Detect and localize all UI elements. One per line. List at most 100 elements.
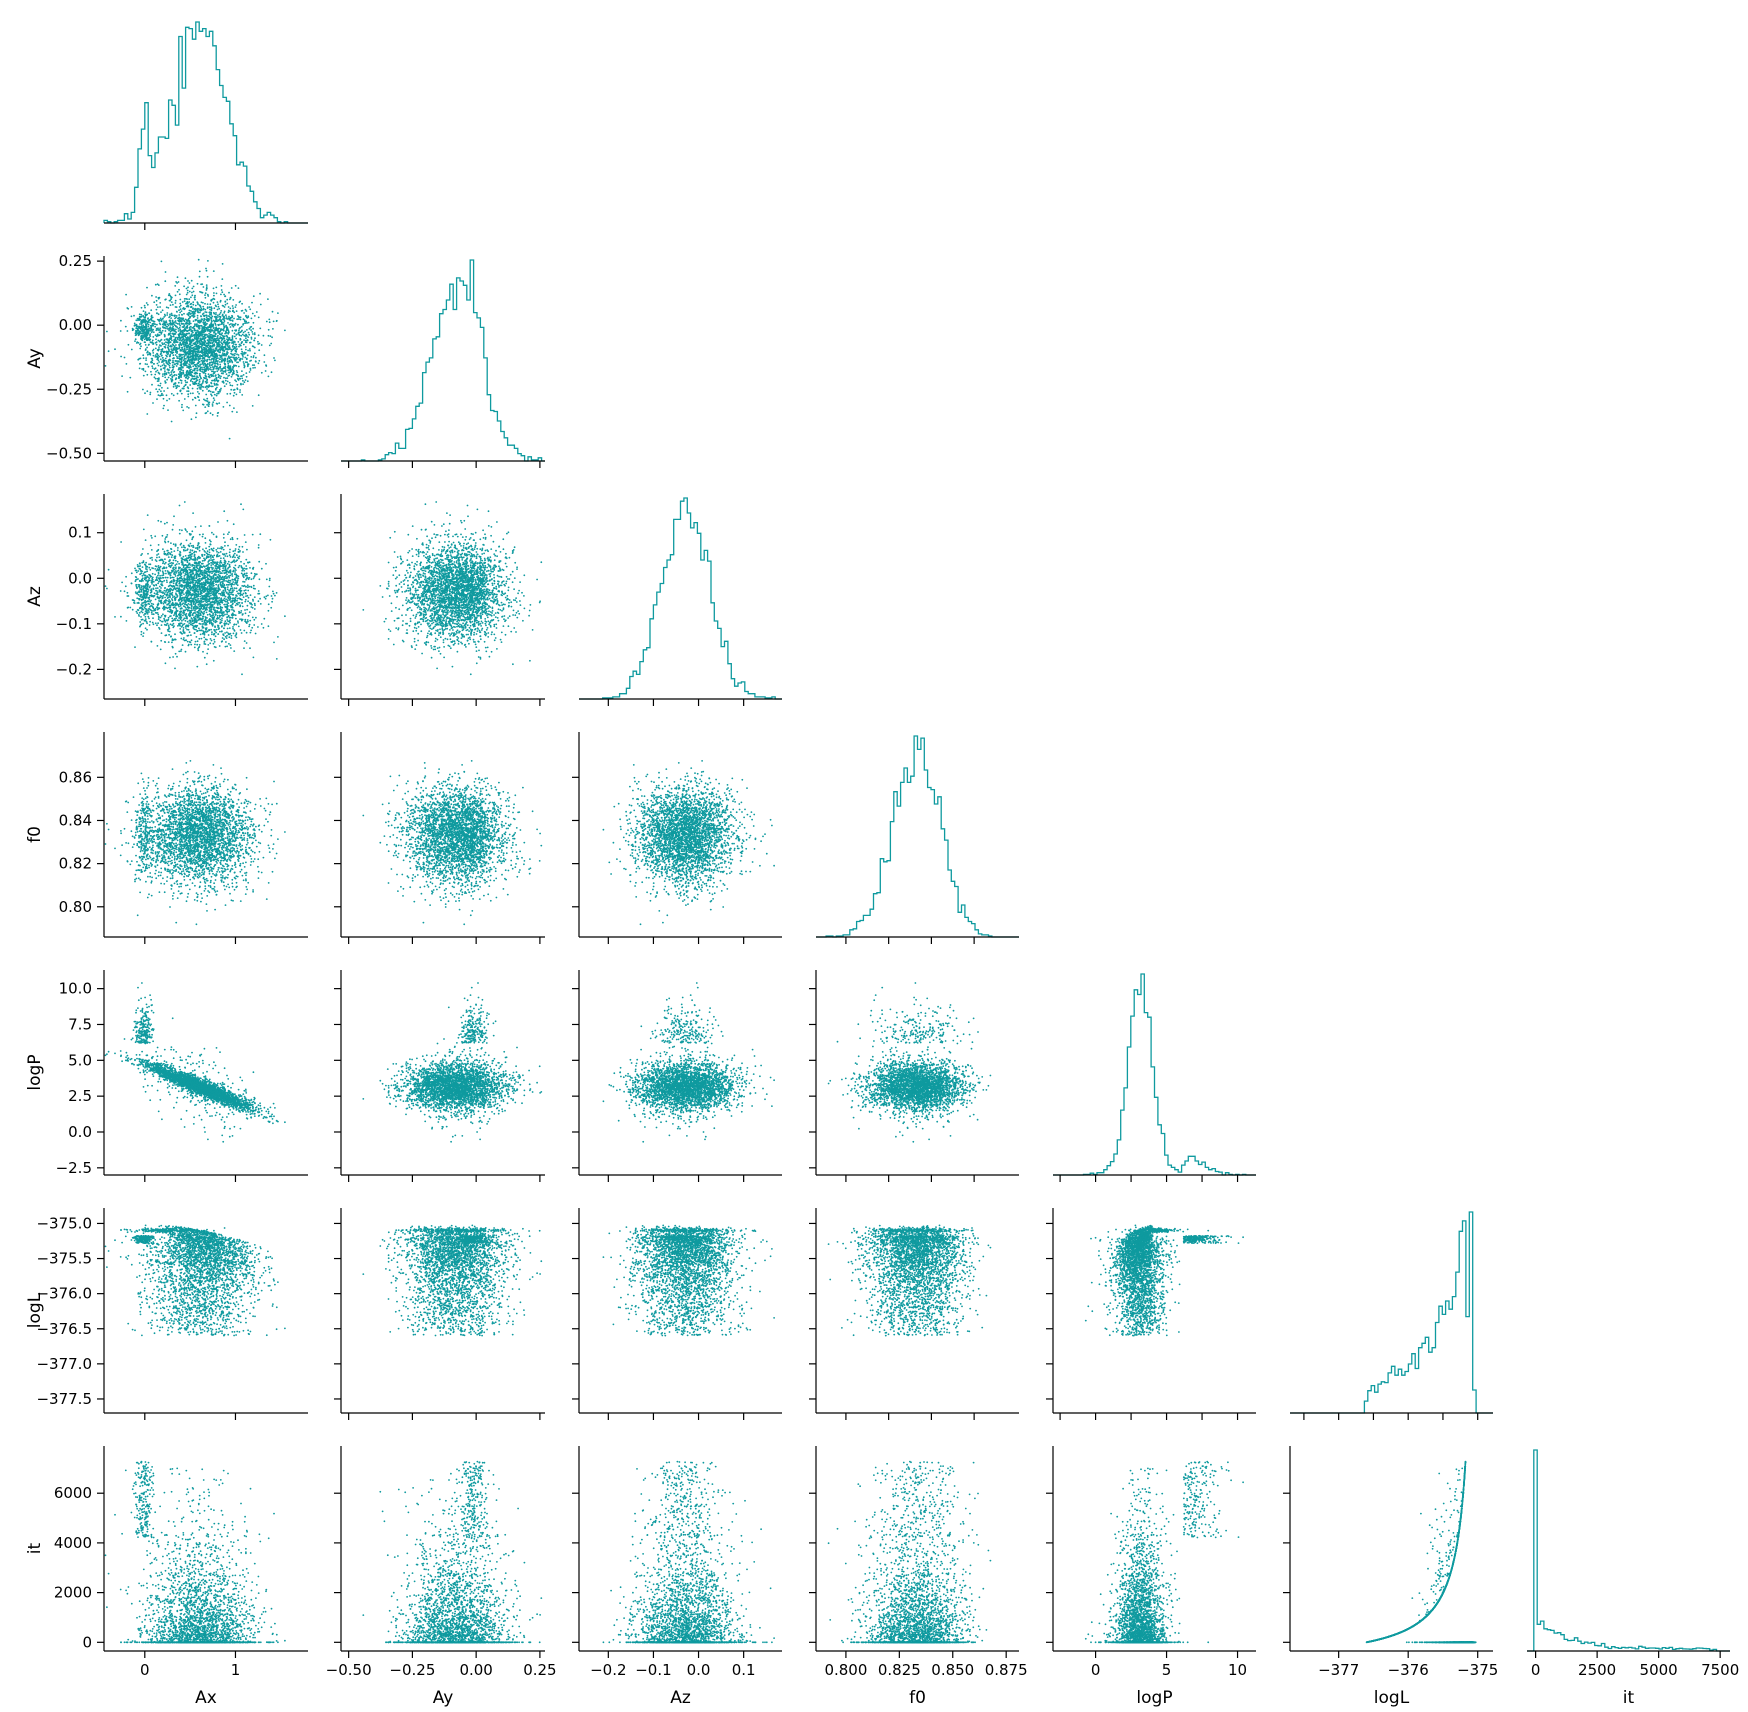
scatter-point bbox=[213, 292, 215, 294]
scatter-point bbox=[247, 350, 249, 352]
scatter-point bbox=[196, 355, 198, 357]
scatter-point bbox=[213, 320, 215, 322]
scatter-point bbox=[218, 368, 220, 370]
scatter-point bbox=[211, 363, 213, 365]
scatter-point bbox=[236, 394, 238, 396]
scatter-point bbox=[234, 346, 236, 348]
scatter-point bbox=[165, 358, 167, 360]
scatter-point bbox=[187, 286, 189, 288]
scatter-point bbox=[187, 292, 189, 294]
scatter-point bbox=[171, 301, 173, 303]
scatter-point bbox=[139, 313, 141, 315]
scatter-point bbox=[241, 303, 243, 305]
scatter-point bbox=[162, 408, 164, 410]
scatter-point bbox=[145, 344, 147, 346]
scatter-point bbox=[225, 304, 227, 306]
scatter-point bbox=[258, 362, 260, 364]
scatter-point bbox=[211, 380, 213, 382]
scatter-point bbox=[198, 399, 200, 401]
scatter-point bbox=[248, 332, 250, 334]
scatter-point bbox=[106, 331, 108, 333]
scatter-point bbox=[224, 346, 226, 348]
scatter-point bbox=[216, 346, 218, 348]
scatter-point bbox=[169, 363, 171, 365]
scatter-point bbox=[179, 306, 181, 308]
scatter-point bbox=[188, 298, 190, 300]
scatter-point bbox=[154, 376, 156, 378]
scatter-point bbox=[139, 363, 141, 365]
scatter-point bbox=[246, 376, 248, 378]
scatter-point bbox=[236, 346, 238, 348]
scatter-point bbox=[187, 393, 189, 395]
scatter-point bbox=[226, 393, 228, 395]
scatter-point bbox=[175, 302, 177, 304]
scatter-point bbox=[164, 280, 166, 282]
scatter-point bbox=[180, 305, 182, 307]
scatter-point bbox=[172, 304, 174, 306]
scatter-point bbox=[216, 293, 218, 295]
scatter-point bbox=[241, 370, 243, 372]
scatter-point bbox=[269, 345, 271, 347]
scatter-point bbox=[231, 351, 233, 353]
scatter-point bbox=[258, 334, 260, 336]
scatter-point bbox=[246, 317, 248, 319]
scatter-point bbox=[189, 384, 191, 386]
scatter-point bbox=[230, 297, 232, 299]
scatter-point bbox=[151, 295, 153, 297]
scatter-point bbox=[184, 323, 186, 325]
scatter-point bbox=[158, 389, 160, 391]
scatter-point bbox=[203, 399, 205, 401]
scatter-point bbox=[131, 315, 133, 317]
scatter-point bbox=[243, 344, 245, 346]
scatter-point bbox=[166, 394, 168, 396]
scatter-point bbox=[180, 308, 182, 310]
scatter-point bbox=[179, 299, 181, 301]
scatter-point bbox=[212, 405, 214, 407]
scatter-point bbox=[223, 406, 225, 408]
scatter-point bbox=[143, 375, 145, 377]
scatter-point bbox=[273, 357, 275, 359]
scatter-point bbox=[169, 356, 171, 358]
scatter-point bbox=[234, 336, 236, 338]
scatter-point bbox=[215, 384, 217, 386]
scatter-point bbox=[213, 295, 215, 297]
scatter-point bbox=[203, 313, 205, 315]
scatter-point bbox=[219, 364, 221, 366]
scatter-point bbox=[227, 381, 229, 383]
scatter-point bbox=[223, 370, 225, 372]
scatter-point bbox=[181, 382, 183, 384]
scatter-point bbox=[216, 393, 218, 395]
scatter-point bbox=[179, 371, 181, 373]
scatter-point bbox=[158, 284, 160, 286]
scatter-point bbox=[240, 353, 242, 355]
scatter-point bbox=[167, 345, 169, 347]
scatter-point bbox=[201, 360, 203, 362]
scatter-point bbox=[176, 326, 178, 328]
scatter-point bbox=[160, 311, 162, 313]
scatter-point bbox=[246, 322, 248, 324]
scatter-point bbox=[204, 309, 206, 311]
scatter-point bbox=[232, 299, 234, 301]
scatter-point bbox=[206, 270, 208, 272]
scatter-point bbox=[179, 303, 181, 305]
scatter-point bbox=[249, 371, 251, 373]
scatter-point bbox=[153, 331, 155, 333]
scatter-point bbox=[231, 287, 233, 289]
scatter-point bbox=[169, 314, 171, 316]
scatter-point bbox=[156, 324, 158, 326]
scatter-point bbox=[125, 294, 127, 296]
scatter-point bbox=[199, 375, 201, 377]
scatter-point bbox=[267, 298, 269, 300]
scatter-point bbox=[148, 344, 150, 346]
scatter-point bbox=[127, 391, 129, 393]
scatter-point bbox=[197, 388, 199, 390]
scatter-point bbox=[229, 345, 231, 347]
scatter-point bbox=[197, 370, 199, 372]
scatter-point bbox=[192, 381, 194, 383]
scatter-point bbox=[229, 405, 231, 407]
scatter-point bbox=[254, 337, 256, 339]
scatter-point bbox=[235, 306, 237, 308]
scatter-point bbox=[233, 395, 235, 397]
scatter-point bbox=[169, 374, 171, 376]
scatter-point bbox=[219, 366, 221, 368]
